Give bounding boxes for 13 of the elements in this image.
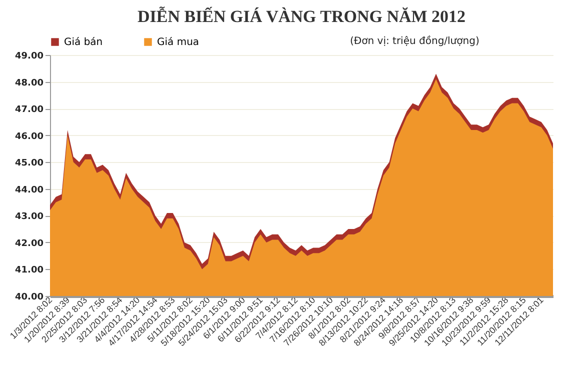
y-tick-label: 43.00	[15, 212, 44, 222]
y-tick-label: 41.00	[15, 266, 44, 276]
text: (Đơn vị: triệu đồng/lượng)	[350, 35, 480, 47]
y-tick-label: 42.00	[15, 238, 44, 249]
legend-label: Giá bán	[64, 37, 103, 48]
chart-title: DIỄN BIẾN GIÁ VÀNG TRONG NĂM 2012	[137, 6, 466, 26]
y-tick-label: 48.00	[15, 78, 44, 88]
y-tick-label: 45.00	[15, 158, 44, 169]
y-tick-label: 46.00	[15, 132, 44, 142]
y-tick-label: 47.00	[15, 105, 44, 116]
y-tick-label: 49.00	[15, 52, 44, 62]
legend-label: Giá mua	[157, 37, 200, 48]
y-tick-label: 44.00	[15, 185, 44, 196]
